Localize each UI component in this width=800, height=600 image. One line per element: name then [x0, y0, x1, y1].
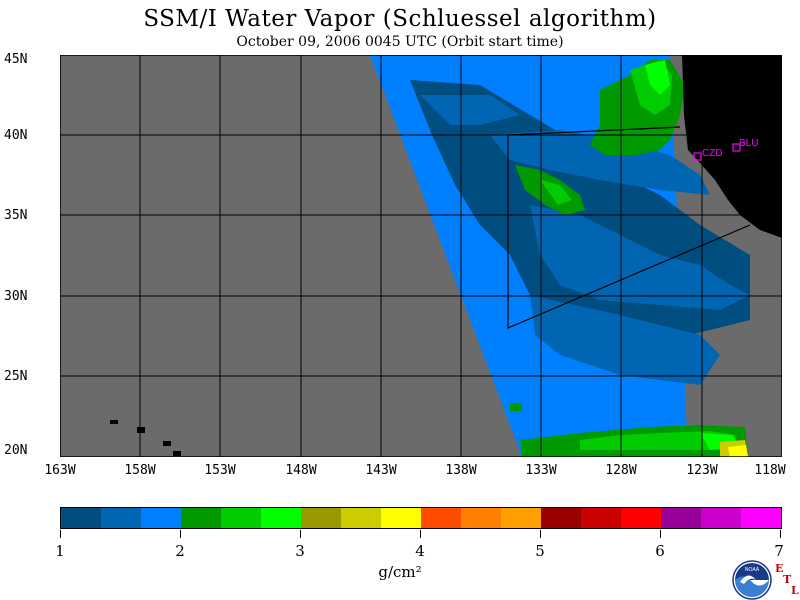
- island-1: [110, 420, 118, 424]
- lon-label-163w: 163W: [44, 463, 76, 478]
- station-czd-label: CZD: [702, 148, 723, 159]
- lon-label-118w: 118W: [754, 463, 786, 478]
- colorbar-swatch: [221, 508, 261, 528]
- satellite-swath: [370, 55, 750, 457]
- colorbar-tick: [780, 530, 781, 538]
- colorbar-tick: [300, 530, 301, 538]
- colorbar-label-7: 7: [774, 542, 784, 560]
- lon-label-153w: 153W: [204, 463, 236, 478]
- colorbar-swatch: [181, 508, 221, 528]
- colorbar-label-1: 1: [55, 542, 65, 560]
- lat-lon-grid: [60, 55, 782, 457]
- colorbar-tick: [60, 530, 61, 538]
- colorbar-swatch: [261, 508, 301, 528]
- lon-label-128w: 128W: [605, 463, 637, 478]
- colorbar-swatch: [61, 508, 101, 528]
- colorbar-label-2: 2: [175, 542, 185, 560]
- lon-label-143w: 143W: [365, 463, 397, 478]
- colorbar-label-4: 4: [415, 542, 425, 560]
- station-blu-marker: [732, 143, 741, 152]
- domain-outline-north: [507, 126, 681, 136]
- noaa-logo-text: NOAA: [745, 567, 760, 573]
- lon-label-123w: 123W: [686, 463, 718, 478]
- map-subtitle: October 09, 2006 0045 UTC (Orbit start t…: [236, 34, 564, 50]
- colorbar-swatch: [621, 508, 661, 528]
- colorbar-swatch: [501, 508, 541, 528]
- etl-letter-t: T: [783, 573, 792, 586]
- etl-letter-e: E: [775, 562, 784, 575]
- lon-label-133w: 133W: [525, 463, 557, 478]
- island-4: [173, 451, 181, 456]
- map-title: SSM/I Water Vapor (Schluessel algorithm): [143, 6, 657, 32]
- colorbar-label-3: 3: [295, 542, 305, 560]
- lat-label-35n: 35N: [4, 208, 28, 223]
- lat-label-25n: 25N: [4, 369, 28, 384]
- colorbar-label-5: 5: [535, 542, 545, 560]
- colorbar-tick: [540, 530, 541, 538]
- colorbar-tick: [420, 530, 421, 538]
- colorbar-swatch: [421, 508, 461, 528]
- noaa-logo: NOAA: [732, 560, 772, 600]
- land-mask-coast: [682, 55, 782, 238]
- colorbar-label-6: 6: [655, 542, 665, 560]
- colorbar-units: g/cm²: [378, 563, 422, 581]
- lat-label-30n: 30N: [4, 289, 28, 304]
- island-2: [137, 427, 145, 433]
- station-blu-label: BLU: [739, 138, 758, 149]
- colorbar-tick: [660, 530, 661, 538]
- colorbar-swatch: [381, 508, 421, 528]
- colorbar-swatch: [701, 508, 741, 528]
- colorbar-swatch: [141, 508, 181, 528]
- lat-label-20n: 20N: [4, 443, 28, 458]
- colorbar-swatch: [101, 508, 141, 528]
- island-3: [163, 441, 171, 446]
- lon-label-158w: 158W: [124, 463, 156, 478]
- lat-label-40n: 40N: [4, 128, 28, 143]
- colorbar-swatch: [741, 508, 781, 528]
- colorbar: [60, 507, 782, 529]
- etl-letter-l: L: [791, 584, 799, 597]
- colorbar-tick: [180, 530, 181, 538]
- lon-label-148w: 148W: [285, 463, 317, 478]
- lon-label-138w: 138W: [445, 463, 477, 478]
- lat-label-45n: 45N: [4, 52, 28, 67]
- colorbar-swatch: [541, 508, 581, 528]
- colorbar-swatch: [661, 508, 701, 528]
- colorbar-swatch: [341, 508, 381, 528]
- station-czd-marker: [693, 152, 702, 161]
- colorbar-swatch: [461, 508, 501, 528]
- colorbar-swatch: [301, 508, 341, 528]
- colorbar-swatch: [581, 508, 621, 528]
- domain-outline-south: [507, 135, 751, 329]
- water-vapor-map: CZD BLU: [60, 55, 782, 457]
